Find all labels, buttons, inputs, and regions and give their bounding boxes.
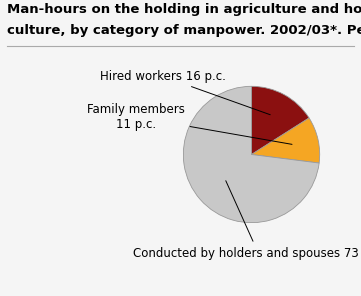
Wedge shape — [252, 86, 309, 155]
Text: Family members
11 p.c.: Family members 11 p.c. — [87, 103, 292, 144]
Text: Man-hours on the holding in agriculture and horti-: Man-hours on the holding in agriculture … — [7, 3, 361, 16]
Wedge shape — [183, 86, 319, 223]
Text: Conducted by holders and spouses 73 p.c.: Conducted by holders and spouses 73 p.c. — [133, 181, 361, 260]
Text: culture, by category of manpower. 2002/03*. Per cent: culture, by category of manpower. 2002/0… — [7, 24, 361, 37]
Wedge shape — [252, 118, 320, 163]
Text: Hired workers 16 p.c.: Hired workers 16 p.c. — [100, 70, 270, 115]
